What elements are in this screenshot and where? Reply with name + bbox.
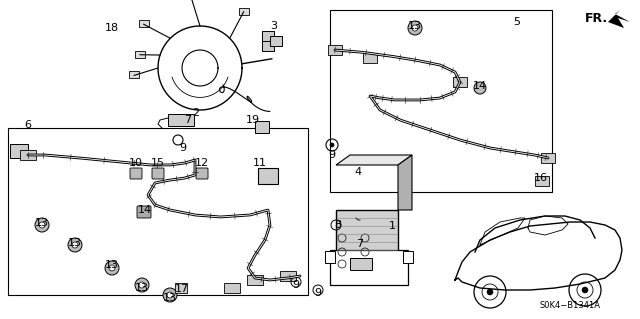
Circle shape	[330, 143, 334, 147]
Bar	[403, 251, 413, 263]
Text: 7: 7	[356, 239, 364, 249]
Circle shape	[139, 282, 145, 288]
Bar	[325, 251, 335, 263]
Circle shape	[72, 242, 78, 248]
Bar	[336, 210, 398, 255]
Text: FR.: FR.	[585, 12, 608, 25]
Text: 18: 18	[105, 23, 119, 33]
Bar	[453, 77, 467, 87]
Circle shape	[39, 222, 45, 228]
Polygon shape	[398, 155, 412, 210]
Circle shape	[109, 265, 115, 271]
Polygon shape	[608, 10, 630, 28]
Bar	[224, 283, 240, 293]
Bar	[129, 71, 139, 78]
Text: 9: 9	[292, 280, 300, 290]
Bar	[270, 36, 282, 46]
Text: 15: 15	[151, 158, 165, 168]
Text: 11: 11	[253, 158, 267, 168]
Text: 2: 2	[193, 108, 200, 118]
Bar	[328, 45, 342, 55]
Circle shape	[474, 82, 486, 94]
Bar	[20, 150, 36, 160]
Text: 13: 13	[35, 218, 49, 228]
Bar	[139, 20, 148, 27]
Text: 13: 13	[105, 260, 119, 270]
Bar	[262, 31, 274, 41]
FancyBboxPatch shape	[196, 168, 208, 179]
Circle shape	[167, 292, 173, 298]
Text: 5: 5	[513, 17, 520, 27]
Bar	[535, 176, 549, 186]
Text: 9: 9	[314, 288, 321, 298]
Text: 13: 13	[68, 238, 82, 248]
FancyBboxPatch shape	[152, 168, 164, 179]
Circle shape	[35, 218, 49, 232]
Bar	[10, 144, 28, 158]
Circle shape	[105, 261, 119, 275]
Circle shape	[135, 278, 149, 292]
Text: 14: 14	[138, 205, 152, 215]
Bar	[175, 283, 187, 293]
Circle shape	[569, 274, 601, 306]
Bar	[168, 114, 194, 126]
Text: S0K4−B1341A: S0K4−B1341A	[540, 300, 601, 309]
Bar	[330, 10, 552, 192]
Bar	[239, 8, 249, 15]
Text: 8: 8	[335, 220, 342, 230]
Text: 13: 13	[163, 293, 177, 303]
Text: 4: 4	[355, 167, 362, 177]
FancyBboxPatch shape	[130, 168, 142, 179]
FancyBboxPatch shape	[137, 206, 151, 218]
Text: 3: 3	[271, 21, 278, 31]
Polygon shape	[336, 155, 412, 165]
Text: 14: 14	[473, 81, 487, 91]
Text: 6: 6	[24, 120, 31, 130]
Bar	[258, 168, 278, 184]
Text: 17: 17	[175, 284, 189, 294]
Text: 9: 9	[328, 150, 335, 160]
Bar	[135, 51, 145, 58]
Text: 1: 1	[388, 221, 396, 231]
Bar	[255, 121, 269, 133]
Bar	[247, 275, 263, 285]
Circle shape	[408, 21, 422, 35]
Circle shape	[582, 287, 588, 293]
Text: 13: 13	[135, 283, 149, 293]
Text: 9: 9	[179, 143, 187, 153]
Text: 16: 16	[534, 173, 548, 183]
Circle shape	[68, 238, 82, 252]
Text: 10: 10	[129, 158, 143, 168]
Bar	[541, 153, 555, 163]
Text: 12: 12	[195, 158, 209, 168]
Bar	[8, 128, 308, 295]
Text: 13: 13	[408, 21, 422, 31]
Text: 7: 7	[184, 115, 191, 125]
Circle shape	[487, 289, 493, 295]
Circle shape	[163, 288, 177, 302]
Bar	[280, 271, 296, 281]
Bar	[363, 53, 377, 63]
Bar	[330, 250, 408, 285]
Bar	[262, 41, 274, 51]
Text: 19: 19	[246, 115, 260, 125]
Bar	[350, 258, 372, 270]
Circle shape	[412, 25, 418, 31]
Circle shape	[474, 276, 506, 308]
